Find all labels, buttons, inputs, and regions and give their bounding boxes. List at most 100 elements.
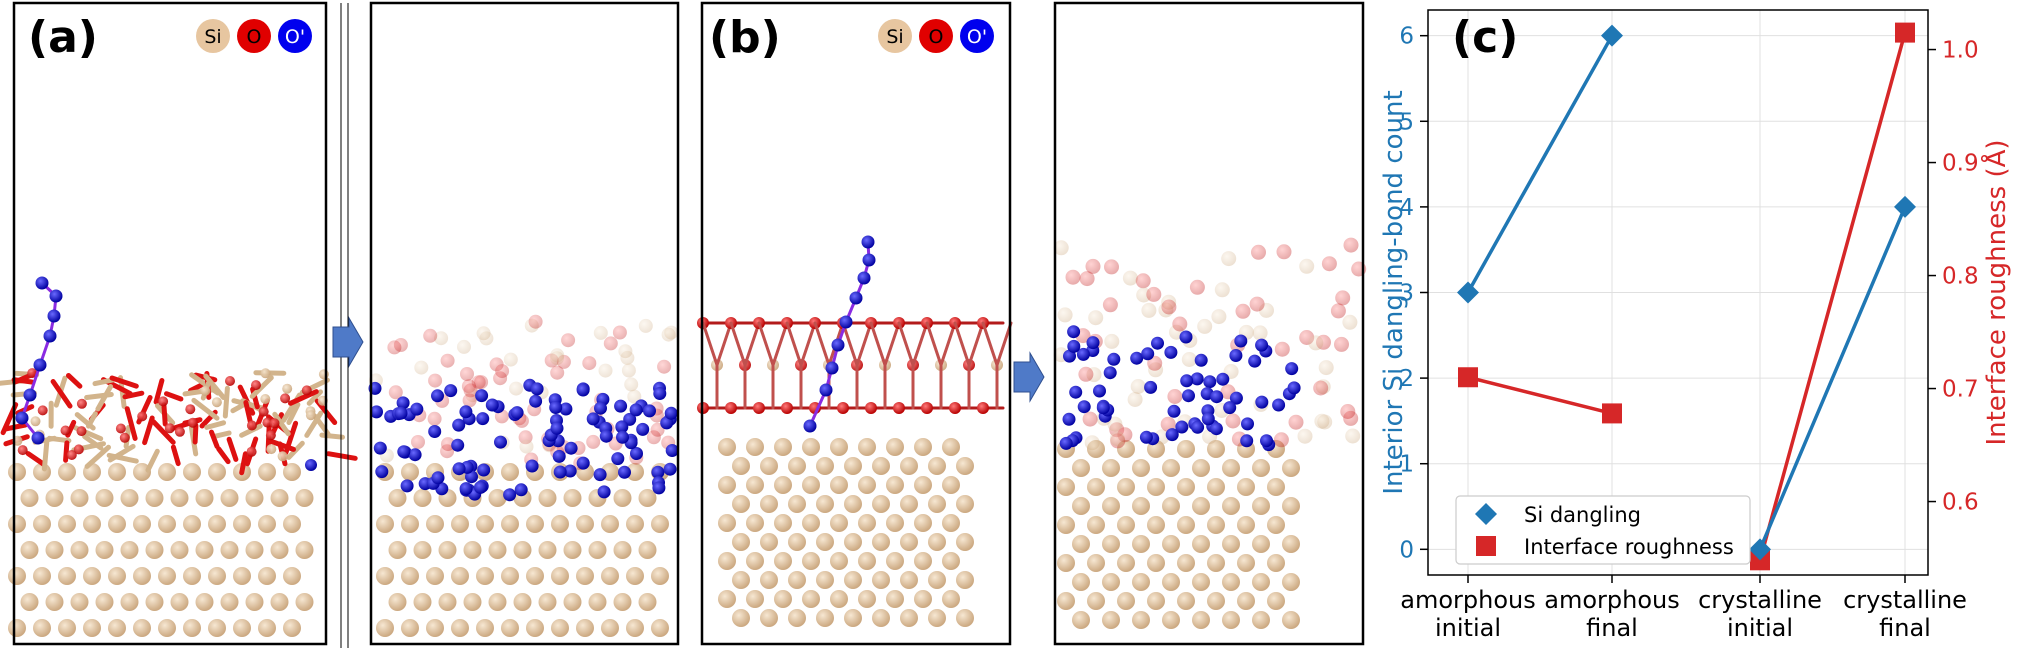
- si-atom: [732, 571, 750, 589]
- si-atom: [282, 384, 292, 394]
- si-atom: [1132, 611, 1150, 629]
- si-atom: [900, 571, 918, 589]
- si-atom: [816, 495, 834, 513]
- si-atom: [1222, 611, 1240, 629]
- o-atom: [1172, 317, 1187, 332]
- si-atom: [258, 515, 276, 533]
- si-atom: [900, 495, 918, 513]
- si-atom: [1342, 315, 1357, 330]
- si-atom: [1131, 379, 1146, 394]
- si-atom: [830, 590, 848, 608]
- o-atom: [1334, 337, 1349, 352]
- si-atom: [71, 489, 89, 507]
- panel-b-final-structure: [1054, 238, 1367, 629]
- o-atom: [613, 326, 627, 340]
- si-atom: [271, 541, 289, 559]
- o-atom: [1066, 270, 1081, 285]
- diamond-marker: [1457, 282, 1479, 304]
- o-prime-atom: [1063, 413, 1076, 426]
- o-prime-atom: [1285, 362, 1298, 375]
- x-tick-label: amorphous: [1400, 586, 1535, 614]
- si-atom: [956, 609, 974, 627]
- o-prime-atom: [24, 389, 37, 402]
- ring-bond: [969, 323, 983, 365]
- o-prime-atom: [1223, 401, 1236, 414]
- o-atom: [781, 402, 793, 414]
- o-atom: [280, 393, 290, 403]
- si-atom: [457, 340, 471, 354]
- si-atom: [208, 619, 226, 637]
- o-prime-atom: [1144, 381, 1157, 394]
- legend-label-0: Si: [204, 26, 221, 48]
- si-atom: [21, 489, 39, 507]
- si-atom: [576, 567, 594, 585]
- o-prime-atom: [618, 466, 631, 479]
- o-prime-atom: [401, 479, 414, 492]
- si-atom: [1237, 592, 1255, 610]
- o-atom: [1103, 297, 1118, 312]
- o-prime-atom: [50, 290, 63, 303]
- si-atom: [1162, 497, 1180, 515]
- si-atom: [718, 476, 736, 494]
- si-atom: [1207, 478, 1225, 496]
- si-atom: [246, 489, 264, 507]
- si-atom: [8, 515, 26, 533]
- si-atom: [1211, 309, 1226, 324]
- ring-bond: [717, 323, 731, 365]
- network-bond: [173, 447, 178, 464]
- si-atom: [464, 593, 482, 611]
- square-marker: [1602, 403, 1622, 423]
- o-atom: [725, 402, 737, 414]
- panel-c-chart: 01234560.60.70.80.91.0amorphousinitialam…: [1379, 10, 2012, 642]
- ring-bond: [745, 323, 759, 365]
- si-atom: [1117, 554, 1135, 572]
- si-atom: [1162, 459, 1180, 477]
- o-prime-atom: [664, 463, 677, 476]
- o-atom: [837, 402, 849, 414]
- o-prime-atom: [428, 425, 441, 438]
- si-atom: [171, 489, 189, 507]
- si-atom: [1132, 535, 1150, 553]
- o-atom: [893, 402, 905, 414]
- o-prime-atom: [549, 401, 562, 414]
- si-atom: [942, 590, 960, 608]
- o-prime-atom: [503, 488, 516, 501]
- si-atom: [956, 495, 974, 513]
- o-atom: [1274, 432, 1289, 447]
- o-prime-atom: [526, 460, 539, 473]
- si-atom: [1087, 478, 1105, 496]
- si-atom: [389, 489, 407, 507]
- o-atom: [586, 435, 600, 449]
- si-atom: [928, 609, 946, 627]
- si-atom: [121, 593, 139, 611]
- o-atom: [1250, 297, 1265, 312]
- si-atom: [389, 593, 407, 611]
- si-atom: [1147, 516, 1165, 534]
- si-atom: [1087, 516, 1105, 534]
- si-atom: [33, 515, 51, 533]
- si-atom: [788, 609, 806, 627]
- o-prime-atom: [858, 272, 871, 285]
- o-atom: [61, 426, 71, 436]
- o-prime-atom: [594, 468, 607, 481]
- si-atom: [426, 515, 444, 533]
- o-prime-atom: [1255, 339, 1268, 352]
- si-atom: [900, 457, 918, 475]
- o-prime-atom: [409, 448, 422, 461]
- o-atom: [441, 354, 455, 368]
- si-atom: [221, 489, 239, 507]
- o-atom: [1086, 259, 1101, 274]
- ring-bond: [885, 323, 899, 365]
- si-atom: [928, 571, 946, 589]
- o-prime-atom: [515, 483, 528, 496]
- o-atom: [266, 430, 276, 440]
- si-atom: [788, 495, 806, 513]
- o-atom: [495, 364, 509, 378]
- x-tick-label: final: [1586, 614, 1638, 642]
- si-atom: [296, 593, 314, 611]
- o-atom: [474, 375, 488, 389]
- si-atom: [121, 541, 139, 559]
- si-atom: [319, 369, 329, 379]
- o-prime-atom: [34, 359, 47, 372]
